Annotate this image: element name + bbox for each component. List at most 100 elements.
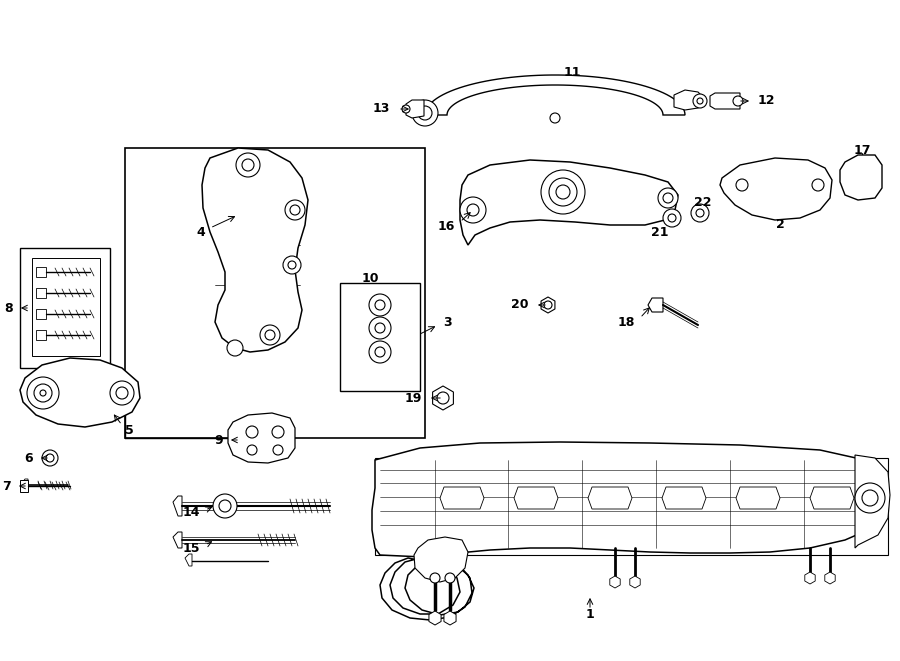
Circle shape (402, 105, 410, 113)
Text: 16: 16 (437, 219, 455, 233)
Circle shape (265, 330, 275, 340)
Circle shape (46, 454, 54, 462)
Polygon shape (406, 100, 424, 118)
Circle shape (549, 178, 577, 206)
Circle shape (556, 185, 570, 199)
Polygon shape (460, 160, 678, 245)
Circle shape (283, 256, 301, 274)
Circle shape (691, 204, 709, 222)
Circle shape (418, 106, 432, 120)
Polygon shape (610, 576, 620, 588)
Circle shape (375, 347, 385, 357)
Circle shape (260, 325, 280, 345)
Circle shape (430, 573, 440, 583)
Circle shape (696, 209, 704, 217)
Circle shape (369, 317, 391, 339)
Text: 14: 14 (183, 506, 200, 520)
Polygon shape (20, 480, 28, 492)
Circle shape (290, 205, 300, 215)
Circle shape (27, 377, 59, 409)
Bar (340, 283, 420, 391)
Circle shape (213, 494, 237, 518)
Polygon shape (736, 487, 780, 509)
Circle shape (273, 445, 283, 455)
Bar (20, 248, 110, 368)
Circle shape (375, 300, 385, 310)
Text: 1: 1 (586, 607, 594, 621)
Text: 22: 22 (694, 196, 712, 208)
Circle shape (227, 340, 243, 356)
Circle shape (369, 341, 391, 363)
Text: 7: 7 (2, 479, 11, 492)
Text: 3: 3 (443, 315, 452, 329)
Text: 4: 4 (196, 225, 205, 239)
Circle shape (467, 204, 479, 216)
Circle shape (219, 500, 231, 512)
Circle shape (862, 490, 878, 506)
Polygon shape (855, 455, 890, 548)
Circle shape (34, 384, 52, 402)
Circle shape (550, 113, 560, 123)
Bar (125, 148, 425, 438)
Circle shape (445, 573, 455, 583)
Text: 18: 18 (617, 317, 635, 329)
Circle shape (663, 209, 681, 227)
Polygon shape (674, 90, 705, 110)
Polygon shape (372, 442, 888, 620)
Circle shape (247, 445, 257, 455)
Circle shape (437, 392, 449, 404)
Polygon shape (805, 572, 815, 584)
Polygon shape (824, 572, 835, 584)
Circle shape (541, 170, 585, 214)
Text: 15: 15 (183, 541, 200, 555)
Polygon shape (228, 413, 295, 463)
Bar (32, 258, 100, 356)
Bar (36, 330, 46, 340)
Circle shape (110, 381, 134, 405)
Polygon shape (22, 479, 28, 491)
Text: 2: 2 (776, 219, 785, 231)
Circle shape (663, 193, 673, 203)
Circle shape (242, 159, 254, 171)
Polygon shape (20, 358, 140, 427)
Text: 9: 9 (214, 434, 223, 446)
Circle shape (272, 426, 284, 438)
Polygon shape (173, 496, 182, 516)
Circle shape (697, 98, 703, 104)
Polygon shape (541, 297, 555, 313)
Polygon shape (840, 155, 882, 200)
Polygon shape (202, 148, 308, 352)
Bar (36, 288, 46, 298)
Circle shape (736, 179, 748, 191)
Polygon shape (648, 298, 663, 312)
Circle shape (236, 153, 260, 177)
Text: 11: 11 (563, 67, 580, 79)
Polygon shape (444, 611, 456, 625)
Bar (36, 309, 46, 319)
Bar (36, 267, 46, 277)
Polygon shape (720, 158, 832, 220)
Polygon shape (414, 537, 468, 582)
Polygon shape (425, 75, 685, 115)
Circle shape (855, 483, 885, 513)
Circle shape (544, 301, 552, 309)
Polygon shape (440, 487, 484, 509)
Circle shape (693, 94, 707, 108)
Text: 17: 17 (853, 143, 871, 157)
Text: 6: 6 (24, 451, 33, 465)
Polygon shape (433, 386, 454, 410)
Polygon shape (662, 487, 706, 509)
Text: 20: 20 (510, 299, 528, 311)
Text: 21: 21 (652, 225, 669, 239)
Polygon shape (630, 576, 640, 588)
Polygon shape (514, 487, 558, 509)
Circle shape (375, 323, 385, 333)
Circle shape (733, 96, 743, 106)
Text: 5: 5 (125, 424, 134, 436)
Text: 8: 8 (4, 301, 13, 315)
Circle shape (40, 390, 46, 396)
Polygon shape (710, 93, 740, 109)
Circle shape (412, 100, 438, 126)
Polygon shape (429, 611, 441, 625)
Text: 10: 10 (361, 272, 379, 284)
